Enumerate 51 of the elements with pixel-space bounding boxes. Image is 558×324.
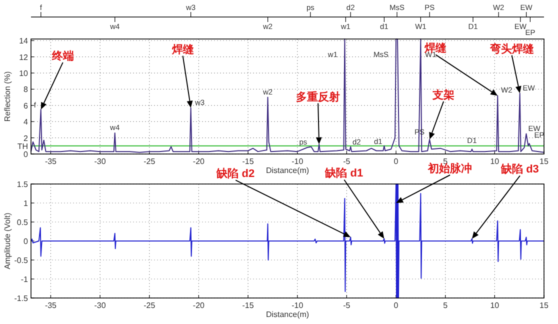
y-tick-label: 4 (24, 118, 29, 127)
annotation: 多重反射 (296, 90, 340, 104)
x-tick-label: 10 (490, 157, 500, 166)
y-tick-label: 6 (24, 101, 29, 110)
annotation: 弯头焊缝 (488, 42, 535, 56)
y-tick-label: 12 (19, 52, 29, 62)
x-tick-label: -35 (44, 157, 58, 166)
y-tick-label: 0 (24, 150, 29, 159)
ref-line-label: TH (17, 142, 28, 151)
x-tick-label: -30 (94, 301, 106, 310)
x-tick-label: -25 (144, 157, 156, 166)
x-tick-label: -20 (192, 301, 206, 310)
x-tick-label: -20 (192, 157, 206, 166)
x-tick-label: 5 (443, 301, 448, 310)
x-axis-title: Distance(m) (266, 166, 310, 175)
line-series (30, 184, 544, 298)
y-tick-label: 0 (24, 237, 29, 246)
y-tick-label: 14 (19, 36, 29, 46)
x-tick-label: -25 (144, 301, 156, 310)
x-tick-label: 15 (540, 157, 549, 166)
annotation: 终端 (50, 49, 74, 62)
x-tick-label: -15 (242, 157, 254, 166)
y-tick-label: 0.5 (16, 218, 29, 227)
x-tick-label: -30 (94, 157, 106, 166)
x-tick-label: 10 (490, 301, 500, 310)
y-tick-label: 10 (19, 69, 29, 78)
x-tick-label: 0 (394, 157, 399, 166)
y-tick-label: 1.5 (16, 180, 29, 189)
x-tick-label: 0 (394, 301, 399, 310)
y-tick-label: -0.5 (14, 256, 29, 265)
annotation: 缺陷 d2 (216, 167, 255, 180)
y-axis-title: Reflection (%) (3, 71, 12, 122)
x-tick-label: -10 (292, 301, 304, 310)
y-tick-label: 2 (24, 134, 29, 143)
annotation: 缺陷 d1 (324, 166, 364, 180)
y-tick-label: 8 (24, 85, 29, 94)
annotation: 缺陷 d3 (500, 162, 539, 176)
x-tick-label: -35 (44, 301, 58, 310)
y-tick-label: -1 (20, 275, 29, 284)
x-axis-title: Distance(m) (266, 310, 310, 319)
annotation: 焊缝 (170, 42, 195, 56)
annotation: 支架 (432, 88, 455, 102)
y-tick-label: 1 (24, 199, 29, 208)
x-tick-label: 15 (540, 301, 549, 310)
x-tick-label: -10 (292, 157, 304, 166)
x-tick-label: -5 (343, 157, 351, 166)
line-series (30, 38, 544, 153)
y-tick-label: -1.5 (14, 294, 29, 303)
y-axis-title: Amplitude (Volt) (3, 212, 12, 270)
x-tick-label: -5 (343, 301, 351, 310)
x-tick-label: -15 (242, 301, 254, 310)
